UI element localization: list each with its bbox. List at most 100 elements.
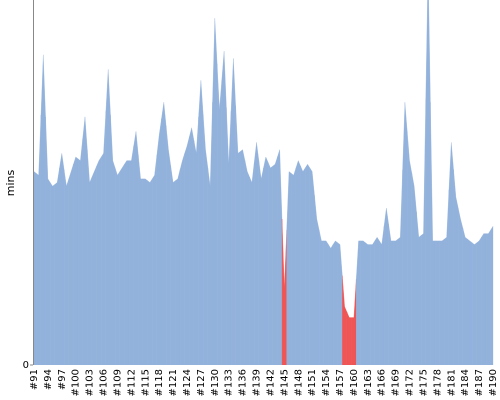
area-segment <box>346 312 352 365</box>
area-segment <box>101 111 107 365</box>
area-segment <box>458 208 464 365</box>
area-segment <box>142 178 148 365</box>
area-segment <box>249 162 255 365</box>
x-tick-label: #160 <box>349 369 360 396</box>
area-segment <box>133 131 139 365</box>
y-axis-label: mins <box>4 169 17 196</box>
area-segment <box>425 0 431 365</box>
x-tick-label: #178 <box>432 369 443 396</box>
area-segment <box>235 105 241 365</box>
area-segment <box>388 224 394 365</box>
x-tick-label: #184 <box>460 369 471 396</box>
area-segment <box>124 160 130 365</box>
x-tick-label: #103 <box>85 369 96 396</box>
area-segment <box>444 189 450 365</box>
plot-area <box>33 0 494 365</box>
x-tick-label: #130 <box>210 369 221 396</box>
x-tick-label: #172 <box>405 369 416 396</box>
area-segment <box>40 54 46 365</box>
area-segment <box>105 69 111 365</box>
area-segment <box>33 171 37 365</box>
area-segment <box>170 166 176 365</box>
area-segment <box>369 240 375 365</box>
x-tick-label: #91 <box>29 369 40 390</box>
area-segment <box>226 107 232 365</box>
area-segment <box>54 167 60 365</box>
area-segment <box>434 240 440 365</box>
area-segment <box>383 208 389 365</box>
x-tick-label: #94 <box>43 369 54 390</box>
x-tick-label: #148 <box>293 369 304 396</box>
area-segment <box>397 169 403 365</box>
area-segment <box>365 242 371 365</box>
area-segment <box>430 102 436 365</box>
area-segment <box>156 118 162 365</box>
area-segment <box>45 116 51 365</box>
area-segment <box>393 238 399 365</box>
area-segment <box>402 102 408 365</box>
area-segment <box>203 114 209 365</box>
area-segment <box>481 233 487 365</box>
area-segment <box>207 102 213 365</box>
area-segment <box>485 229 491 365</box>
x-tick-label: #166 <box>377 369 388 396</box>
area-segment <box>147 178 153 365</box>
area-segment <box>411 173 417 365</box>
x-tick-label: #127 <box>196 369 207 396</box>
area-segment <box>63 169 69 365</box>
x-tick-label: #190 <box>488 369 499 396</box>
area-segment <box>305 163 311 365</box>
area-segment <box>221 51 227 365</box>
x-tick-label: #133 <box>224 369 235 396</box>
area-segment <box>68 164 74 365</box>
area-segment <box>467 238 473 365</box>
x-tick-label: #97 <box>57 369 68 390</box>
area-segment <box>50 181 56 365</box>
area-segment <box>356 240 362 365</box>
area-segment <box>462 228 468 365</box>
x-tick-label: #124 <box>182 369 193 396</box>
area-segment <box>161 102 167 365</box>
area-segment <box>407 131 413 365</box>
area-segment <box>254 142 260 365</box>
area-segment <box>82 116 88 365</box>
area-segment <box>184 136 190 365</box>
area-segment <box>175 169 181 365</box>
area-segment <box>323 240 329 365</box>
area-segment <box>152 155 158 365</box>
area-segment <box>374 236 380 365</box>
y-tick-label: 0 <box>23 360 29 371</box>
area-segment <box>216 63 222 365</box>
area-segment <box>351 279 357 365</box>
x-tick-label: #112 <box>126 369 137 396</box>
x-tick-label: #151 <box>307 369 318 396</box>
area-segment <box>281 218 287 365</box>
area-segment <box>263 156 269 365</box>
x-tick-label: #100 <box>71 369 82 396</box>
area-segment <box>179 153 185 365</box>
area-segment <box>328 244 334 365</box>
x-tick-label: #106 <box>99 369 110 396</box>
area-segment <box>490 225 494 365</box>
area-segment <box>240 149 246 365</box>
x-tick-label: #163 <box>363 369 374 396</box>
x-tick-label: #187 <box>474 369 485 396</box>
x-tick-label: #175 <box>418 369 429 396</box>
area-segment <box>267 162 273 365</box>
area-segment <box>198 80 204 365</box>
x-tick-label: #121 <box>168 369 179 396</box>
area-segment <box>471 242 477 365</box>
area-segment <box>87 149 93 365</box>
x-tick-label: #118 <box>154 369 165 396</box>
area-segment <box>272 156 278 365</box>
area-segment <box>295 160 301 365</box>
area-segment <box>36 114 42 365</box>
area-segment <box>138 155 144 365</box>
area-segment <box>114 167 120 365</box>
area-segment <box>244 160 250 365</box>
x-tick-label: #145 <box>279 369 290 396</box>
area-segment <box>77 138 83 365</box>
x-tick-label: #109 <box>112 369 123 396</box>
x-tick-label: #142 <box>265 369 276 396</box>
